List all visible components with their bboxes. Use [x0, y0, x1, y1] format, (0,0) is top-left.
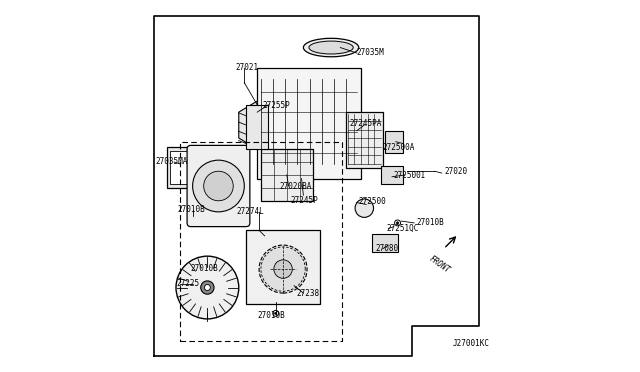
- Circle shape: [191, 209, 194, 211]
- Circle shape: [396, 222, 399, 224]
- Text: FRONT: FRONT: [428, 254, 452, 275]
- Text: 27010B: 27010B: [190, 264, 218, 273]
- Circle shape: [189, 207, 196, 213]
- Polygon shape: [239, 101, 257, 149]
- Text: J27001KC: J27001KC: [453, 340, 490, 349]
- Circle shape: [204, 171, 233, 201]
- Text: 27274L: 27274L: [237, 207, 265, 217]
- FancyBboxPatch shape: [257, 68, 360, 179]
- Text: 27251QC: 27251QC: [387, 224, 419, 233]
- Text: 27238: 27238: [296, 289, 319, 298]
- Ellipse shape: [309, 41, 353, 54]
- Circle shape: [395, 220, 401, 226]
- Circle shape: [204, 285, 211, 291]
- FancyBboxPatch shape: [167, 147, 196, 188]
- FancyBboxPatch shape: [187, 145, 250, 227]
- Text: 27021: 27021: [235, 63, 258, 72]
- Text: 27080: 27080: [376, 244, 399, 253]
- Text: 27225: 27225: [177, 279, 200, 288]
- Circle shape: [274, 260, 292, 278]
- Bar: [381, 166, 403, 184]
- Circle shape: [191, 268, 194, 270]
- Bar: [246, 105, 268, 149]
- Circle shape: [273, 310, 278, 316]
- Text: 272500A: 272500A: [382, 143, 415, 152]
- Circle shape: [275, 312, 277, 314]
- Text: 272500I: 272500I: [393, 171, 426, 180]
- Circle shape: [201, 281, 214, 294]
- Text: 27020BA: 27020BA: [280, 182, 312, 191]
- Text: 27010B: 27010B: [178, 205, 205, 214]
- Circle shape: [355, 199, 374, 217]
- Text: 27035M: 27035M: [357, 48, 385, 57]
- Text: 272500: 272500: [359, 197, 387, 206]
- Bar: [346, 112, 383, 167]
- Bar: [372, 234, 397, 253]
- Circle shape: [193, 160, 244, 212]
- Bar: [261, 149, 312, 201]
- Ellipse shape: [303, 38, 359, 57]
- Text: 27010B: 27010B: [417, 218, 445, 227]
- Bar: [385, 131, 403, 153]
- Bar: [246, 230, 320, 304]
- Text: 27035MA: 27035MA: [156, 157, 188, 166]
- Text: 27020: 27020: [445, 167, 468, 176]
- Text: 27255P: 27255P: [263, 101, 291, 110]
- Text: 27245PA: 27245PA: [349, 119, 382, 128]
- Circle shape: [176, 256, 239, 319]
- Text: 27245P: 27245P: [291, 196, 318, 205]
- FancyBboxPatch shape: [170, 151, 193, 184]
- Circle shape: [189, 266, 196, 272]
- Circle shape: [259, 245, 307, 293]
- Text: 27010B: 27010B: [257, 311, 285, 320]
